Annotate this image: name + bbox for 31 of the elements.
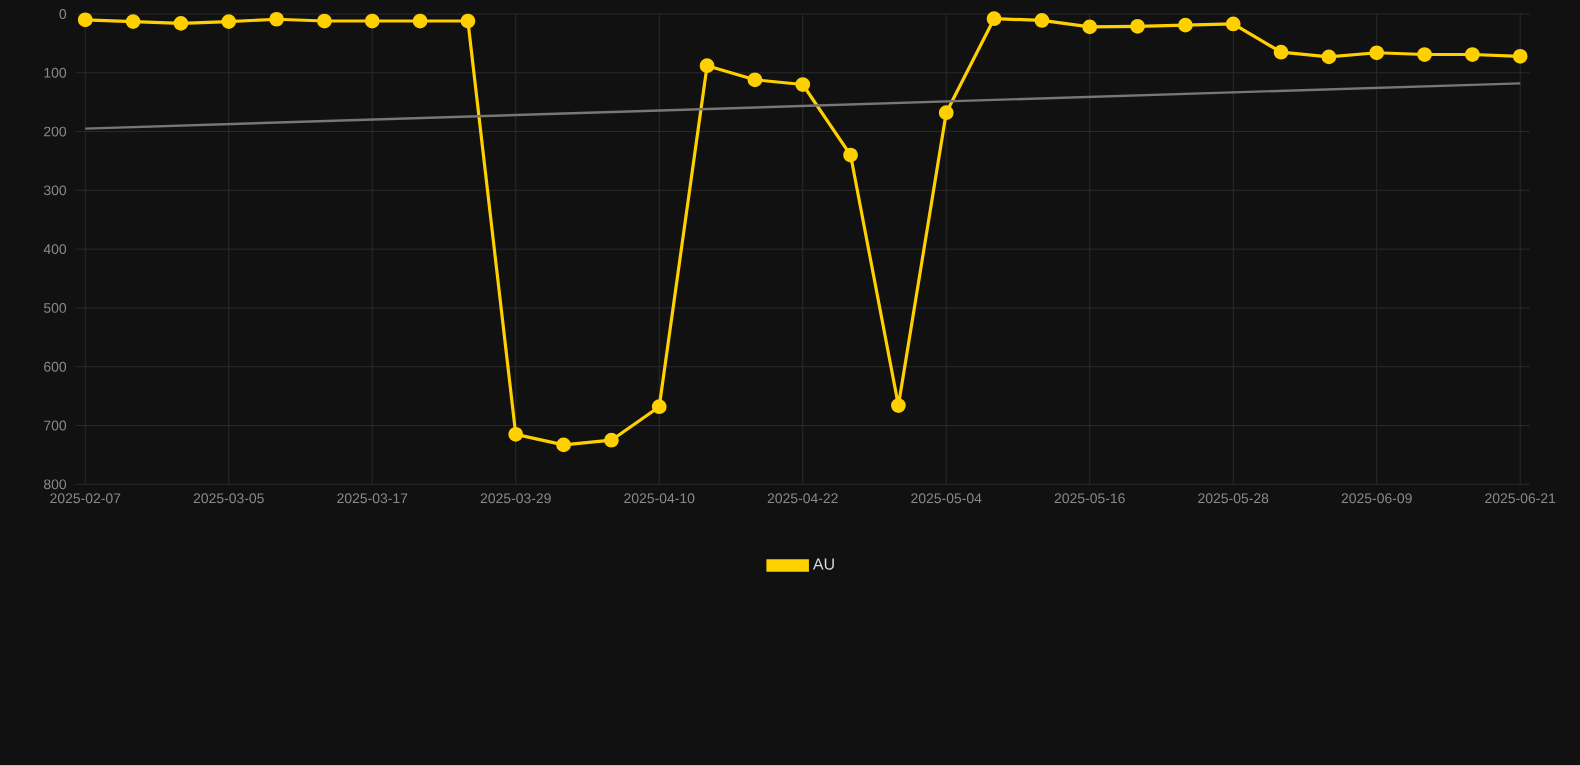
point [747,72,763,88]
point [173,16,189,32]
point [986,11,1002,27]
point [891,398,906,414]
point [556,437,571,453]
point [1273,45,1289,60]
point [1178,18,1193,33]
point [364,13,380,29]
point [221,14,237,30]
point [843,148,858,163]
point [1082,19,1098,35]
point [317,13,332,29]
point [604,433,619,448]
point [651,399,667,415]
point [1417,47,1432,63]
point [1321,49,1337,65]
point [460,13,476,29]
point [938,105,954,121]
point [1369,45,1385,61]
point [1034,13,1050,29]
point [1225,16,1241,32]
point [795,77,811,93]
point [1130,19,1145,35]
point [412,13,428,29]
point [1512,49,1528,65]
point [1465,47,1480,63]
point [125,14,141,30]
point [269,12,284,27]
point [508,427,524,443]
point [699,58,715,74]
point [77,12,93,28]
